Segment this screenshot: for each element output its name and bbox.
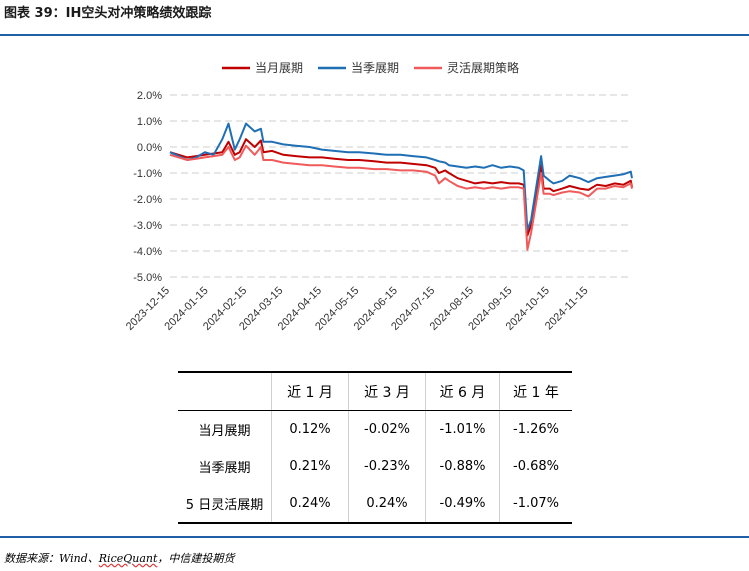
series-line [169,138,633,237]
table-cell: -0.23% [348,448,426,485]
table-cell: -0.68% [499,448,572,485]
performance-table: 近 1 月 近 3 月 近 6 月 近 1 年 当月展期 0.12% -0.02… [178,371,572,524]
y-tick-label: -2.0% [133,194,162,206]
y-tick-labels: 2.0% 1.0% 0.0% -1.0% -2.0% -3.0% -4.0% -5.0% [133,90,162,284]
top-rule [0,34,749,36]
line-chart: 2.0% 1.0% 0.0% -1.0% -2.0% -3.0% -4.0% -5.0% 20… [124,60,633,333]
header-cell: 近 6 月 [425,371,500,411]
source-prefix: 数据来源：Wind、 [4,552,99,565]
series-line [169,122,633,232]
table-cell: -1.07% [499,485,572,524]
y-tick-label: 1.0% [137,116,162,128]
table-cell: 0.24% [271,485,349,524]
table-cell: -1.01% [425,410,500,448]
table-cell: 0.21% [271,448,349,485]
row-label: 5 日灵活展期 [178,485,272,524]
row-label: 当季展期 [198,461,251,476]
series-line [169,144,633,251]
y-gridlines [170,94,632,278]
y-tick-label: 0.0% [137,142,162,154]
table-cell: -1.26% [499,410,572,448]
legend: 当月展期 当季展期 灵活展期策略 [222,60,519,75]
y-tick-label: -4.0% [133,246,162,258]
header-cell: 近 3 月 [348,371,426,411]
table-row: 当季展期 0.21% -0.23% -0.88% -0.68% [178,448,572,485]
table-row: 当月展期 0.12% -0.02% -1.01% -1.26% [178,410,572,448]
table-cell: 0.12% [271,410,349,448]
table-cell: -0.02% [348,410,426,448]
y-tick-label: -3.0% [133,220,162,232]
table-cell: -0.88% [425,448,500,485]
legend-label: 当月展期 [255,61,303,75]
legend-label: 灵活展期策略 [447,60,519,75]
series-lines [169,122,633,251]
source-suffix: ，中信建投期货 [157,552,235,565]
y-tick-label: 2.0% [137,90,162,102]
y-tick-label: -5.0% [133,272,162,284]
table-row: 5 日灵活展期 0.24% 0.24% -0.49% -1.07% [178,485,572,524]
figure-title: 图表 39：IH空头对冲策略绩效跟踪 [4,6,212,21]
source-ricequant: RiceQuant [98,552,158,565]
legend-label: 当季展期 [351,61,399,75]
table-cell: 0.24% [348,485,426,524]
bottom-rule [0,536,749,538]
header-cell: 近 1 月 [271,371,349,411]
header-cell: 近 1 年 [499,371,572,411]
row-label: 当月展期 [198,424,251,439]
y-tick-label: -1.0% [133,168,162,180]
header-cell [178,371,272,411]
x-tick-labels: 2023-12-152024-01-152024-02-152024-03-15… [124,285,591,333]
table-cell: -0.49% [425,485,500,524]
table-header-row: 近 1 月 近 3 月 近 6 月 近 1 年 [178,371,572,411]
source-note: 数据来源：Wind、RiceQuant，中信建投期货 [4,550,234,566]
